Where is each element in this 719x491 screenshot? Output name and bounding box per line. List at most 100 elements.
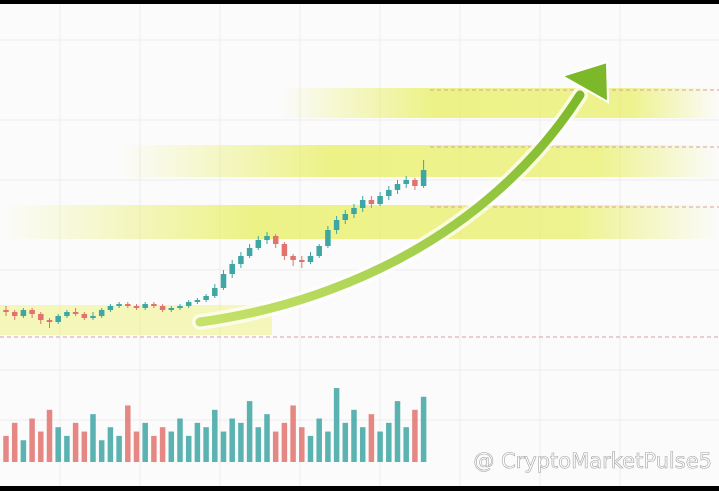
candle-body xyxy=(177,306,183,308)
candle-body xyxy=(246,248,253,256)
volume-bar xyxy=(229,418,235,462)
candle-body xyxy=(394,184,401,190)
candle-body xyxy=(194,300,201,302)
volume-bar xyxy=(420,396,427,462)
candle-body xyxy=(299,260,305,262)
volume-bar xyxy=(264,414,270,462)
volume-bar xyxy=(342,422,349,462)
volume-bar xyxy=(255,427,262,462)
volume-bar xyxy=(220,431,227,462)
candle-body xyxy=(64,312,70,316)
volume-bar xyxy=(142,422,148,462)
volume-bar xyxy=(394,401,401,462)
candle-body xyxy=(290,256,296,260)
volume-bar xyxy=(168,431,175,462)
volume-bar xyxy=(81,431,88,462)
candle-body xyxy=(386,190,392,196)
candle-body xyxy=(168,308,175,310)
candle-body xyxy=(46,320,53,322)
candle-body xyxy=(159,306,166,310)
candle-body xyxy=(220,274,227,288)
volume-bar xyxy=(151,435,157,462)
highlight-bands xyxy=(0,88,719,335)
dashed-levels xyxy=(0,89,719,338)
volume-bar xyxy=(307,435,314,462)
volume-bar xyxy=(403,427,409,462)
volume-bar xyxy=(38,431,44,462)
volume-bar xyxy=(55,427,61,462)
candle-body xyxy=(333,220,340,230)
candle-body xyxy=(420,170,427,186)
volume-bar xyxy=(29,418,35,462)
candle-body xyxy=(377,196,383,204)
volume-bar xyxy=(238,422,244,462)
volume-bar xyxy=(116,435,122,462)
candle-body xyxy=(185,302,192,306)
trend-arrow xyxy=(192,60,610,330)
volume-bar xyxy=(325,431,331,462)
candle-body xyxy=(281,244,288,256)
candle-body xyxy=(151,304,157,306)
volume-bar xyxy=(299,427,305,462)
volume-bar xyxy=(11,422,18,462)
candle-body xyxy=(229,264,235,274)
candle-body xyxy=(98,310,105,316)
candle-body xyxy=(81,314,88,318)
volume-bar xyxy=(177,418,183,462)
candle-body xyxy=(316,246,322,256)
volume-bar xyxy=(194,422,201,462)
plot xyxy=(3,160,427,462)
candle-body xyxy=(125,304,131,306)
candle-body xyxy=(325,230,331,246)
volume-bar xyxy=(412,409,418,462)
candle-body xyxy=(351,208,357,214)
volume-bar xyxy=(64,435,70,462)
volume-bar xyxy=(246,401,253,462)
volume-bar xyxy=(386,422,392,462)
candle-body xyxy=(403,180,409,184)
candle-body xyxy=(11,312,18,316)
candle-body xyxy=(238,256,244,264)
candle-body xyxy=(272,236,279,244)
volume-bar xyxy=(185,435,192,462)
volume-bar xyxy=(46,409,53,462)
volume-bar xyxy=(316,418,322,462)
candle-body xyxy=(38,314,44,320)
candle-body xyxy=(342,214,349,220)
candle-body xyxy=(133,306,140,308)
volume-bar xyxy=(98,440,105,462)
volume-bar xyxy=(107,427,114,462)
volume-bar xyxy=(159,427,166,462)
candle-body xyxy=(142,304,148,308)
candle-body xyxy=(203,296,209,300)
candle-body xyxy=(3,310,9,312)
volume-bar xyxy=(212,409,218,462)
volume-bar xyxy=(333,388,340,462)
candle-body xyxy=(412,180,418,186)
candle-body xyxy=(116,304,122,306)
candle-body xyxy=(307,256,314,262)
candle-body xyxy=(368,200,375,204)
volume-bar xyxy=(133,431,140,462)
volume-bar xyxy=(377,431,383,462)
candle-body xyxy=(55,316,61,322)
candle-body xyxy=(212,288,218,296)
candle-body xyxy=(255,240,262,248)
volume-bar xyxy=(290,405,296,462)
background xyxy=(0,4,719,486)
volume-bar xyxy=(125,405,131,462)
volume-bar xyxy=(203,427,209,462)
volume-bar xyxy=(359,427,366,462)
volume-bar xyxy=(72,422,79,462)
candle-body xyxy=(264,236,270,240)
candle-body xyxy=(29,310,35,314)
volume-bar xyxy=(90,414,96,462)
volume-bar xyxy=(3,435,9,462)
background-grid xyxy=(0,4,719,486)
candle-body xyxy=(72,312,79,314)
volume-bar xyxy=(20,440,27,462)
volume-bar xyxy=(272,431,279,462)
candle-body xyxy=(20,310,27,316)
candle-body xyxy=(90,316,96,318)
